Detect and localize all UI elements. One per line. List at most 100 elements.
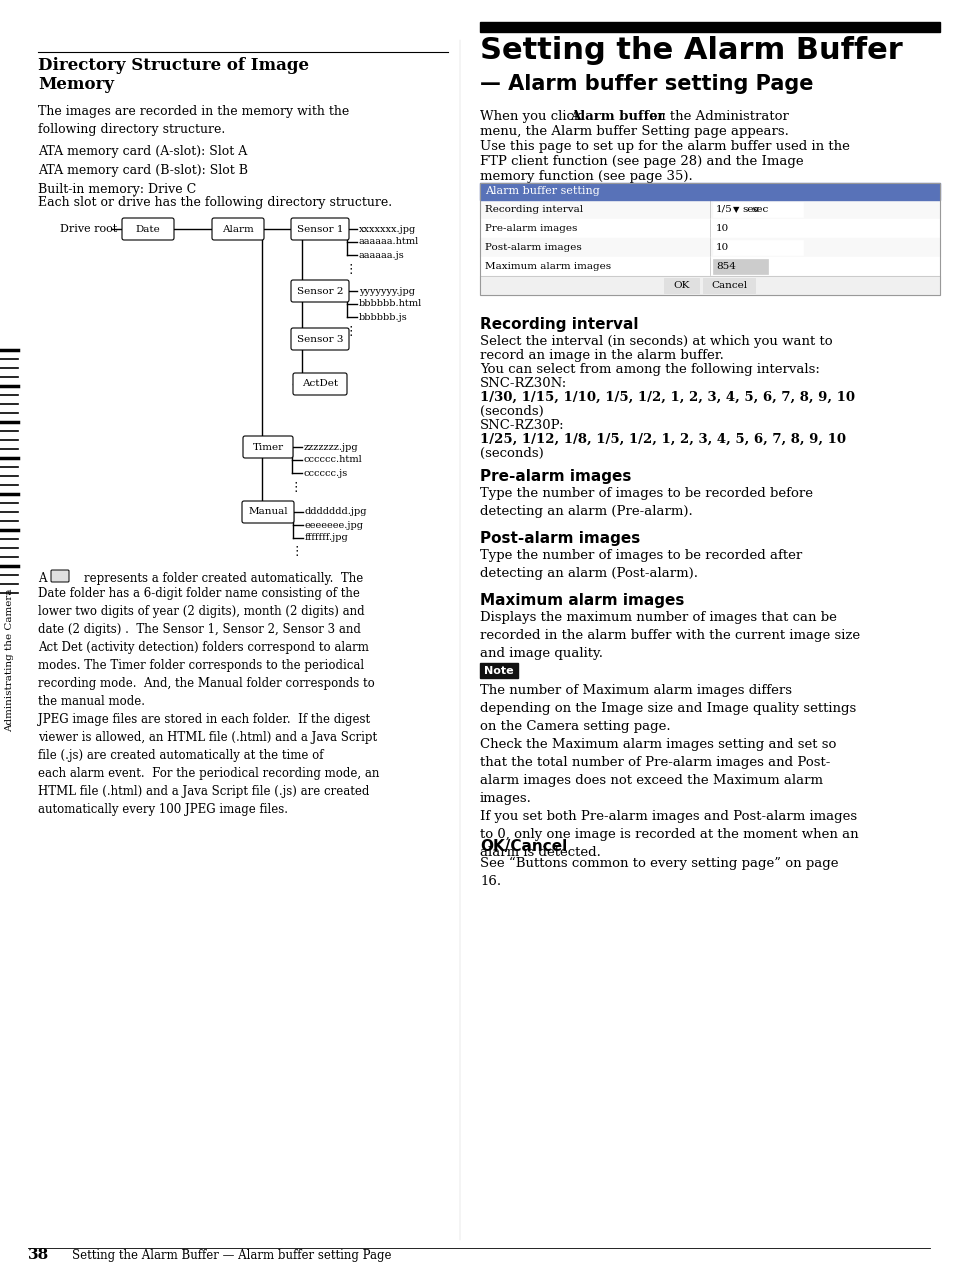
Bar <box>479 257 939 276</box>
Text: Displays the maximum number of images that can be
recorded in the alarm buffer w: Displays the maximum number of images th… <box>479 612 860 660</box>
Text: Sensor 1: Sensor 1 <box>296 224 343 233</box>
Text: Setting the Alarm Buffer — Alarm buffer setting Page: Setting the Alarm Buffer — Alarm buffer … <box>71 1249 391 1261</box>
Text: A          represents a folder created automatically.  The: A represents a folder created automatica… <box>38 572 363 585</box>
Text: The number of Maximum alarm images differs
depending on the Image size and Image: The number of Maximum alarm images diffe… <box>479 684 858 859</box>
FancyBboxPatch shape <box>242 501 294 524</box>
Text: Post-alarm images: Post-alarm images <box>484 243 581 252</box>
Text: ⋮: ⋮ <box>344 262 356 275</box>
Text: fffffff.jpg: fffffff.jpg <box>305 534 349 543</box>
Text: Timer: Timer <box>253 442 283 451</box>
Text: Pre-alarm images: Pre-alarm images <box>484 224 577 233</box>
Text: aaaaaa.html: aaaaaa.html <box>358 237 418 246</box>
Text: menu, the Alarm buffer Setting page appears.: menu, the Alarm buffer Setting page appe… <box>479 125 788 138</box>
Text: Maximum alarm images: Maximum alarm images <box>479 592 683 608</box>
Text: See “Buttons common to every setting page” on page
16.: See “Buttons common to every setting pag… <box>479 857 838 888</box>
Text: ActDet: ActDet <box>301 380 337 389</box>
Text: Date: Date <box>135 224 160 233</box>
FancyBboxPatch shape <box>291 218 349 240</box>
Text: Maximum alarm images: Maximum alarm images <box>484 262 611 271</box>
Bar <box>712 240 802 255</box>
Text: The images are recorded in the memory with the
following directory structure.: The images are recorded in the memory wi… <box>38 104 349 136</box>
Text: 1/25, 1/12, 1/8, 1/5, 1/2, 1, 2, 3, 4, 5, 6, 7, 8, 9, 10: 1/25, 1/12, 1/8, 1/5, 1/2, 1, 2, 3, 4, 5… <box>479 433 845 446</box>
Text: 10: 10 <box>716 224 728 233</box>
Text: Recording interval: Recording interval <box>484 205 582 214</box>
Text: (seconds): (seconds) <box>479 447 543 460</box>
Text: Memory: Memory <box>38 76 113 93</box>
Text: Cancel: Cancel <box>711 282 747 290</box>
Text: FTP client function (see page 28) and the Image: FTP client function (see page 28) and th… <box>479 155 802 168</box>
Text: SNC-RZ30N:: SNC-RZ30N: <box>479 377 567 390</box>
Text: xxxxxxx.jpg: xxxxxxx.jpg <box>358 224 416 233</box>
Text: ⋮: ⋮ <box>291 545 303 558</box>
Text: bbbbbb.html: bbbbbb.html <box>358 299 422 308</box>
Text: ⋮: ⋮ <box>344 325 356 338</box>
Bar <box>479 22 939 32</box>
FancyBboxPatch shape <box>212 218 264 240</box>
Text: Pre-alarm images: Pre-alarm images <box>479 469 631 484</box>
FancyBboxPatch shape <box>291 280 349 302</box>
Bar <box>479 238 939 257</box>
Text: ⋮: ⋮ <box>290 480 302 493</box>
Text: record an image in the alarm buffer.: record an image in the alarm buffer. <box>479 349 723 362</box>
Text: Administrating the Camera: Administrating the Camera <box>6 589 14 731</box>
Text: cccccc.html: cccccc.html <box>304 456 362 465</box>
Text: Alarm: Alarm <box>222 224 253 233</box>
Text: Sensor 2: Sensor 2 <box>296 287 343 296</box>
Text: sec: sec <box>750 205 767 214</box>
Text: eeeeeee.jpg: eeeeeee.jpg <box>305 521 364 530</box>
Text: Alarm buffer: Alarm buffer <box>569 110 664 124</box>
FancyBboxPatch shape <box>51 569 69 582</box>
Text: Note: Note <box>484 665 514 675</box>
Text: Drive root: Drive root <box>60 224 117 234</box>
Text: SNC-RZ30P:: SNC-RZ30P: <box>479 419 564 432</box>
Bar <box>712 203 802 217</box>
Text: 1/30, 1/15, 1/10, 1/5, 1/2, 1, 2, 3, 4, 5, 6, 7, 8, 9, 10: 1/30, 1/15, 1/10, 1/5, 1/2, 1, 2, 3, 4, … <box>479 391 854 404</box>
Text: Type the number of images to be recorded before
detecting an alarm (Pre-alarm).: Type the number of images to be recorded… <box>479 487 812 519</box>
Text: Post-alarm images: Post-alarm images <box>479 531 639 547</box>
Text: 1/5: 1/5 <box>716 205 732 214</box>
Text: Each slot or drive has the following directory structure.: Each slot or drive has the following dir… <box>38 196 392 209</box>
Text: Setting the Alarm Buffer: Setting the Alarm Buffer <box>479 36 902 65</box>
Bar <box>712 220 802 236</box>
Text: 38: 38 <box>28 1249 50 1263</box>
Text: Date folder has a 6-digit folder name consisting of the
lower two digits of year: Date folder has a 6-digit folder name co… <box>38 587 379 817</box>
Text: Manual: Manual <box>248 507 288 516</box>
Text: Use this page to set up for the alarm buffer used in the: Use this page to set up for the alarm bu… <box>479 140 849 153</box>
Text: — Alarm buffer setting Page: — Alarm buffer setting Page <box>479 74 813 94</box>
Text: yyyyyyy.jpg: yyyyyyy.jpg <box>358 287 415 296</box>
Text: OK: OK <box>673 282 689 290</box>
Text: on the Administrator: on the Administrator <box>644 110 788 124</box>
Bar <box>702 278 755 293</box>
Text: OK/Cancel: OK/Cancel <box>479 840 567 854</box>
Bar <box>712 259 767 274</box>
Text: Sensor 3: Sensor 3 <box>296 335 343 344</box>
Bar <box>479 662 517 678</box>
Text: aaaaaa.js: aaaaaa.js <box>358 251 404 260</box>
Text: 10: 10 <box>716 243 728 252</box>
Bar <box>479 200 939 219</box>
FancyBboxPatch shape <box>291 327 349 350</box>
Text: 854: 854 <box>716 262 735 271</box>
Text: ddddddd.jpg: ddddddd.jpg <box>305 507 367 516</box>
Text: zzzzzzz.jpg: zzzzzzz.jpg <box>304 442 358 451</box>
Text: Select the interval (in seconds) at which you want to: Select the interval (in seconds) at whic… <box>479 335 832 348</box>
FancyBboxPatch shape <box>122 218 173 240</box>
Text: (seconds): (seconds) <box>479 405 543 418</box>
Text: cccccc.js: cccccc.js <box>304 469 348 478</box>
Text: When you click: When you click <box>479 110 586 124</box>
FancyBboxPatch shape <box>293 373 347 395</box>
Text: Directory Structure of Image: Directory Structure of Image <box>38 57 309 74</box>
Bar <box>479 183 939 200</box>
Text: bbbbbb.js: bbbbbb.js <box>358 312 407 321</box>
Text: ATA memory card (A-slot): Slot A
ATA memory card (B-slot): Slot B
Built-in memor: ATA memory card (A-slot): Slot A ATA mem… <box>38 145 248 196</box>
Text: sec: sec <box>741 205 759 214</box>
Text: Recording interval: Recording interval <box>479 317 638 333</box>
Text: ▼: ▼ <box>732 205 739 214</box>
Bar <box>479 183 939 296</box>
Bar <box>479 219 939 238</box>
Text: memory function (see page 35).: memory function (see page 35). <box>479 169 692 183</box>
Text: Alarm buffer setting: Alarm buffer setting <box>484 186 599 196</box>
Bar <box>479 276 939 296</box>
Text: Type the number of images to be recorded after
detecting an alarm (Post-alarm).: Type the number of images to be recorded… <box>479 549 801 580</box>
FancyBboxPatch shape <box>243 436 293 457</box>
